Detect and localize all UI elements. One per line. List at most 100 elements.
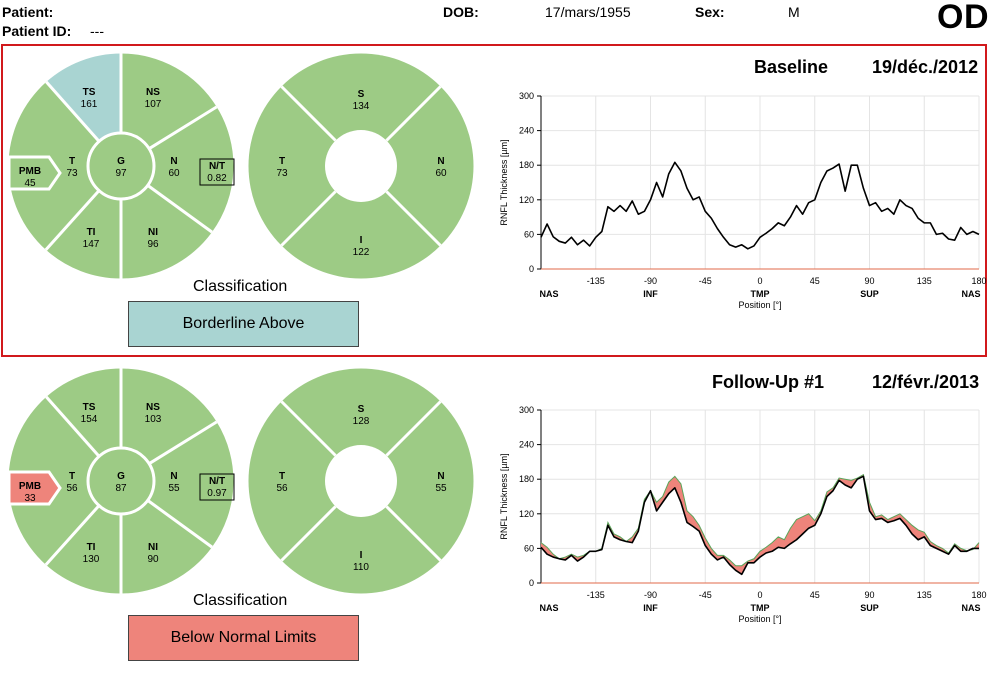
panel-date: 19/déc./2012 [872, 57, 979, 77]
quadrant-value: 122 [353, 247, 370, 258]
y-tick-label: 240 [519, 126, 534, 136]
sector-value: 56 [66, 483, 78, 494]
sector-divider [45, 395, 101, 458]
x-tick-label: 180 [971, 590, 986, 600]
x-tick-label: 45 [810, 590, 820, 600]
sex-value: M [788, 4, 800, 20]
sector-value: 33 [24, 493, 36, 504]
quadrant-map: S 134 T 73 N 60 I 122 [248, 53, 474, 279]
sector-value: 90 [147, 554, 159, 565]
eye-indicator: OD [937, 0, 989, 36]
sex-label: Sex: [695, 4, 725, 20]
sector-value: 0.97 [207, 488, 227, 499]
patient-id-label: Patient ID: [2, 23, 72, 39]
sector-ti[interactable] [45, 190, 121, 279]
x-tick-label: -135 [587, 276, 605, 286]
sector-divider [45, 80, 101, 143]
y-axis-label: RNFL Thickness [µm] [499, 139, 509, 225]
y-tick-label: 180 [519, 474, 534, 484]
sector-value: 147 [83, 239, 100, 250]
sector-ts[interactable] [46, 368, 121, 457]
sector-label: N [170, 156, 177, 167]
quadrant-value: 60 [435, 168, 447, 179]
sector-label: N/T [209, 476, 225, 487]
nt-ratio-box [199, 473, 235, 501]
quadrant-label: S [358, 404, 365, 415]
quadrant-divider [280, 505, 337, 562]
series-line-baseline [540, 473, 980, 567]
sector-ni[interactable] [121, 185, 212, 279]
region-label: INF [643, 603, 658, 613]
sector-label: T [69, 156, 75, 167]
quadrant-divider [280, 190, 337, 247]
sector-divider [44, 504, 101, 566]
x-axis-label: Position [°] [738, 300, 781, 310]
sector-value: 107 [145, 99, 162, 110]
sector-pmb[interactable] [9, 157, 60, 189]
quadrant-divider [385, 505, 442, 562]
sector-ti[interactable] [45, 505, 121, 594]
sector-value: 60 [168, 168, 180, 179]
baseline-selection-frame[interactable] [1, 44, 987, 357]
quadrant-value: 56 [276, 483, 288, 494]
quadrant-value: 134 [353, 101, 370, 112]
x-tick-label: -135 [587, 590, 605, 600]
y-tick-label: 60 [524, 229, 534, 239]
center-ring [86, 131, 156, 201]
sector-divider [44, 189, 101, 251]
classification-label: Classification [193, 278, 288, 295]
sector-label: PMB [19, 481, 41, 492]
optic-disc-hole [325, 130, 397, 202]
center-ring [86, 446, 156, 516]
quadrant-divider [280, 85, 337, 142]
y-axis-label: RNFL Thickness [µm] [499, 453, 509, 539]
sector-value: 45 [24, 178, 36, 189]
sector-label: NS [146, 87, 160, 98]
classification-badge: Below Normal Limits [128, 615, 359, 661]
sector-label: N [170, 471, 177, 482]
sector-ts[interactable] [46, 53, 121, 142]
region-label: NAS [539, 289, 558, 299]
quadrant-value: 128 [353, 416, 370, 427]
sector-divider [146, 184, 213, 234]
y-tick-label: 120 [519, 195, 534, 205]
sector-value: 55 [168, 483, 180, 494]
x-tick-label: -90 [644, 590, 657, 600]
rnfl-chart-baseline: 0 60 120 180 240 300 -135 -90 -45 0 45 90 135 180 NAS I… [499, 91, 987, 310]
sector-label: N/T [209, 161, 225, 172]
series-line [540, 161, 980, 250]
sector-label: TI [87, 227, 96, 238]
sector-ni[interactable] [121, 500, 212, 594]
sector-divider [148, 105, 218, 150]
sector-label: G [117, 156, 125, 167]
thinning-area [541, 474, 979, 575]
y-tick-label: 0 [529, 578, 534, 588]
x-tick-label: 135 [917, 276, 932, 286]
sector-label: T [69, 471, 75, 482]
region-label: TMP [751, 289, 770, 299]
x-tick-label: 135 [917, 590, 932, 600]
sector-ns[interactable] [121, 53, 217, 149]
x-tick-label: 45 [810, 276, 820, 286]
sector-g[interactable] [88, 448, 154, 514]
sector-label: TI [87, 542, 96, 553]
sector-value: 130 [83, 554, 100, 565]
classification-label: Classification [193, 592, 288, 609]
sector-ns[interactable] [121, 368, 217, 464]
panel-title: Follow-Up #1 [712, 372, 824, 392]
quadrant-map: S 128 T 56 N 55 I 110 [248, 368, 474, 594]
nt-ratio-box [199, 158, 235, 186]
sector-g[interactable] [88, 133, 154, 199]
optic-disc-hole [325, 445, 397, 517]
quadrant-label: I [360, 550, 363, 561]
sector-label: NI [148, 227, 158, 238]
x-tick-label: -45 [699, 276, 712, 286]
quadrant-divider [385, 85, 442, 142]
sector-pmb[interactable] [9, 472, 60, 504]
sector-value: 0.82 [207, 173, 227, 184]
sector-map: TS 161 NS 107 T 73 G 97 N 60 N/T 0.82 PM… [7, 53, 235, 279]
sector-label: NS [146, 402, 160, 413]
sector-label: G [117, 471, 125, 482]
quadrant-divider [385, 190, 442, 247]
quadrant-label: N [437, 156, 444, 167]
